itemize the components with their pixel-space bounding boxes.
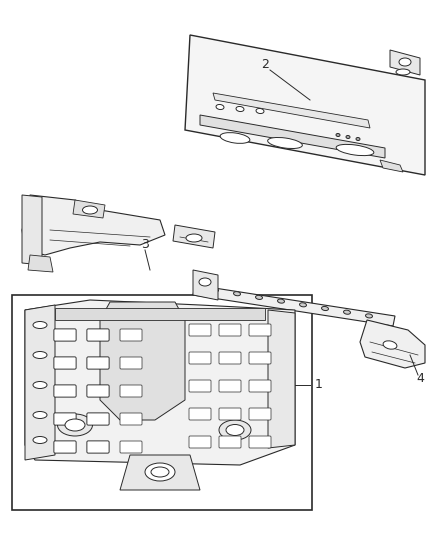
FancyBboxPatch shape [54, 441, 76, 453]
FancyBboxPatch shape [87, 413, 109, 425]
Polygon shape [28, 255, 53, 272]
FancyBboxPatch shape [219, 324, 241, 336]
Polygon shape [173, 225, 215, 248]
FancyBboxPatch shape [120, 385, 142, 397]
Ellipse shape [278, 299, 284, 303]
Ellipse shape [212, 288, 219, 292]
Ellipse shape [300, 303, 307, 307]
Ellipse shape [65, 419, 85, 431]
Ellipse shape [255, 295, 262, 300]
FancyBboxPatch shape [249, 324, 271, 336]
FancyBboxPatch shape [54, 413, 76, 425]
Ellipse shape [383, 341, 397, 349]
Ellipse shape [33, 382, 47, 389]
Ellipse shape [396, 69, 410, 75]
FancyBboxPatch shape [189, 436, 211, 448]
Ellipse shape [33, 437, 47, 443]
Ellipse shape [356, 138, 360, 141]
Polygon shape [200, 115, 385, 158]
Polygon shape [55, 308, 265, 320]
FancyBboxPatch shape [219, 408, 241, 420]
Ellipse shape [256, 108, 264, 114]
Ellipse shape [220, 133, 250, 143]
FancyBboxPatch shape [87, 329, 109, 341]
Ellipse shape [33, 321, 47, 328]
FancyBboxPatch shape [120, 413, 142, 425]
FancyBboxPatch shape [87, 413, 109, 425]
FancyBboxPatch shape [87, 329, 109, 341]
Ellipse shape [233, 292, 240, 296]
Polygon shape [193, 270, 218, 300]
FancyBboxPatch shape [54, 441, 76, 453]
Polygon shape [268, 310, 295, 448]
Polygon shape [100, 302, 185, 420]
FancyBboxPatch shape [87, 441, 109, 453]
Ellipse shape [57, 414, 92, 436]
Ellipse shape [236, 107, 244, 111]
Polygon shape [193, 285, 395, 326]
Polygon shape [185, 35, 425, 175]
Ellipse shape [145, 463, 175, 481]
Ellipse shape [336, 144, 374, 156]
FancyBboxPatch shape [12, 295, 312, 510]
Polygon shape [380, 160, 403, 172]
Ellipse shape [366, 314, 372, 318]
FancyBboxPatch shape [219, 380, 241, 392]
Ellipse shape [346, 135, 350, 139]
Polygon shape [22, 195, 165, 255]
FancyBboxPatch shape [249, 408, 271, 420]
Text: 4: 4 [416, 372, 424, 384]
FancyBboxPatch shape [54, 329, 76, 341]
FancyBboxPatch shape [54, 357, 76, 369]
Ellipse shape [268, 138, 302, 149]
Ellipse shape [199, 278, 211, 286]
Ellipse shape [399, 58, 411, 66]
Text: 1: 1 [315, 378, 323, 392]
Ellipse shape [33, 351, 47, 359]
FancyBboxPatch shape [120, 441, 142, 453]
FancyBboxPatch shape [249, 352, 271, 364]
FancyBboxPatch shape [219, 352, 241, 364]
FancyBboxPatch shape [219, 436, 241, 448]
FancyBboxPatch shape [54, 357, 76, 369]
FancyBboxPatch shape [87, 385, 109, 397]
Polygon shape [390, 50, 420, 75]
Ellipse shape [321, 306, 328, 311]
Ellipse shape [226, 424, 244, 435]
FancyBboxPatch shape [54, 329, 76, 341]
Ellipse shape [82, 206, 98, 214]
FancyBboxPatch shape [120, 357, 142, 369]
FancyBboxPatch shape [189, 408, 211, 420]
FancyBboxPatch shape [87, 357, 109, 369]
Text: 3: 3 [141, 238, 149, 252]
Polygon shape [120, 455, 200, 490]
Polygon shape [25, 300, 295, 465]
FancyBboxPatch shape [54, 413, 76, 425]
FancyBboxPatch shape [87, 357, 109, 369]
Polygon shape [22, 195, 42, 265]
Ellipse shape [336, 133, 340, 136]
FancyBboxPatch shape [87, 441, 109, 453]
FancyBboxPatch shape [249, 380, 271, 392]
Ellipse shape [343, 310, 350, 314]
Ellipse shape [151, 467, 169, 477]
Ellipse shape [33, 411, 47, 418]
FancyBboxPatch shape [189, 324, 211, 336]
Text: 2: 2 [261, 59, 269, 71]
FancyBboxPatch shape [189, 352, 211, 364]
FancyBboxPatch shape [189, 380, 211, 392]
Ellipse shape [216, 104, 224, 110]
FancyBboxPatch shape [249, 436, 271, 448]
FancyBboxPatch shape [120, 329, 142, 341]
Polygon shape [73, 200, 105, 218]
Ellipse shape [186, 234, 202, 242]
Polygon shape [213, 93, 370, 128]
FancyBboxPatch shape [87, 385, 109, 397]
FancyBboxPatch shape [54, 385, 76, 397]
Ellipse shape [219, 420, 251, 440]
Polygon shape [360, 320, 425, 368]
Polygon shape [25, 305, 55, 460]
FancyBboxPatch shape [54, 385, 76, 397]
